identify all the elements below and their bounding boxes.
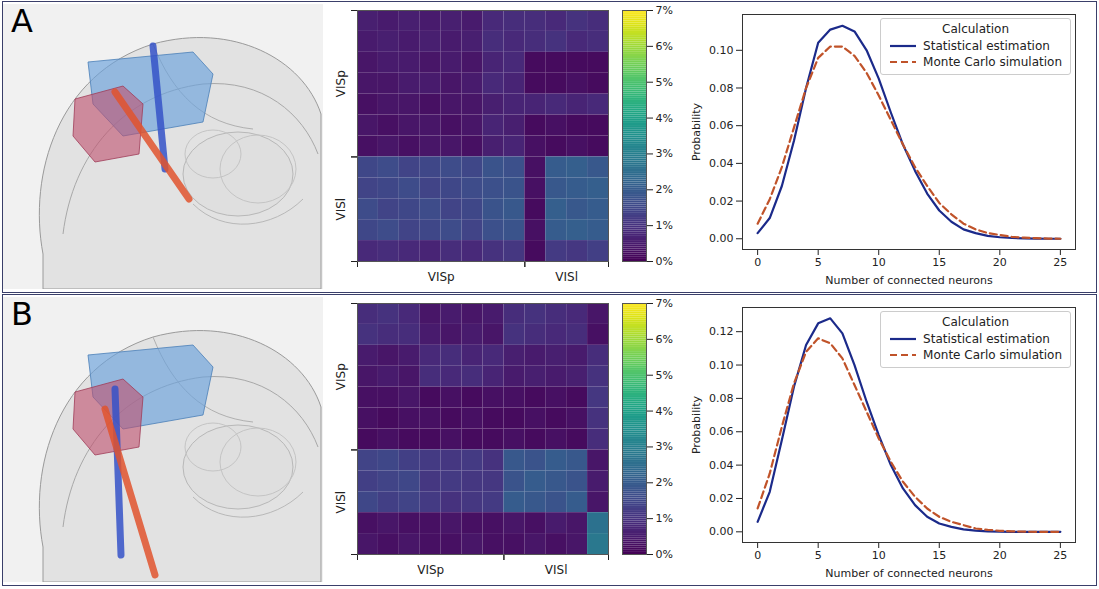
svg-text:0.04: 0.04 xyxy=(709,459,734,472)
svg-text:7%: 7% xyxy=(656,297,673,310)
svg-text:0.08: 0.08 xyxy=(709,392,734,405)
svg-text:VISp: VISp xyxy=(334,70,348,97)
svg-text:1%: 1% xyxy=(656,512,673,525)
html-text:Calculation: Calculation xyxy=(942,22,1009,36)
svg-text:5%: 5% xyxy=(656,76,673,89)
svg-text:0.10: 0.10 xyxy=(709,359,734,372)
svg-text:3%: 3% xyxy=(656,440,673,453)
svg-text:Probability: Probability xyxy=(690,395,703,454)
svg-text:0%: 0% xyxy=(656,255,673,268)
svg-text:5: 5 xyxy=(815,256,822,269)
svg-text:0.06: 0.06 xyxy=(709,425,734,438)
svg-text:0%: 0% xyxy=(656,548,673,561)
html-text:Monte Carlo simulation: Monte Carlo simulation xyxy=(923,55,1062,69)
svg-text:0.04: 0.04 xyxy=(709,157,734,170)
html-text:Calculation: Calculation xyxy=(942,315,1009,329)
svg-text:VISp: VISp xyxy=(417,563,444,577)
svg-text:4%: 4% xyxy=(656,112,673,125)
svg-text:VISl: VISl xyxy=(555,270,578,284)
svg-text:0.00: 0.00 xyxy=(709,525,734,538)
svg-text:Number of connected neurons: Number of connected neurons xyxy=(825,567,993,580)
svg-text:10: 10 xyxy=(872,256,886,269)
svg-text:VISp: VISp xyxy=(334,363,348,390)
svg-text:6%: 6% xyxy=(656,333,673,346)
svg-text:0.06: 0.06 xyxy=(709,119,734,132)
svg-text:7%: 7% xyxy=(656,4,673,17)
svg-text:VISl: VISl xyxy=(545,563,568,577)
svg-text:0: 0 xyxy=(754,256,761,269)
svg-text:10: 10 xyxy=(872,549,886,562)
svg-text:0.08: 0.08 xyxy=(709,82,734,95)
svg-text:VISp: VISp xyxy=(428,270,455,284)
html-text:A: A xyxy=(11,2,33,40)
svg-text:5%: 5% xyxy=(656,369,673,382)
svg-text:0.02: 0.02 xyxy=(709,492,734,505)
svg-text:Number of connected neurons: Number of connected neurons xyxy=(825,274,993,287)
svg-text:3%: 3% xyxy=(656,147,673,160)
svg-text:0.12: 0.12 xyxy=(709,325,734,338)
svg-text:VISl: VISl xyxy=(334,491,348,514)
svg-text:5: 5 xyxy=(815,549,822,562)
svg-text:20: 20 xyxy=(993,256,1007,269)
html-text:Statistical estimation: Statistical estimation xyxy=(923,39,1050,53)
svg-text:0: 0 xyxy=(754,549,761,562)
svg-text:15: 15 xyxy=(932,549,946,562)
svg-text:15: 15 xyxy=(932,256,946,269)
svg-text:0.02: 0.02 xyxy=(709,195,734,208)
html-text:B: B xyxy=(11,295,33,333)
svg-text:6%: 6% xyxy=(656,40,673,53)
svg-text:25: 25 xyxy=(1053,549,1067,562)
svg-text:20: 20 xyxy=(993,549,1007,562)
svg-text:Probability: Probability xyxy=(690,102,703,161)
svg-text:2%: 2% xyxy=(656,183,673,196)
html-text:Statistical estimation: Statistical estimation xyxy=(923,332,1050,346)
svg-text:VISl: VISl xyxy=(334,198,348,221)
svg-text:25: 25 xyxy=(1053,256,1067,269)
svg-text:2%: 2% xyxy=(656,476,673,489)
html-text:Monte Carlo simulation: Monte Carlo simulation xyxy=(923,348,1062,362)
svg-text:1%: 1% xyxy=(656,219,673,232)
svg-text:0.10: 0.10 xyxy=(709,44,734,57)
svg-text:0.00: 0.00 xyxy=(709,232,734,245)
svg-text:4%: 4% xyxy=(656,405,673,418)
